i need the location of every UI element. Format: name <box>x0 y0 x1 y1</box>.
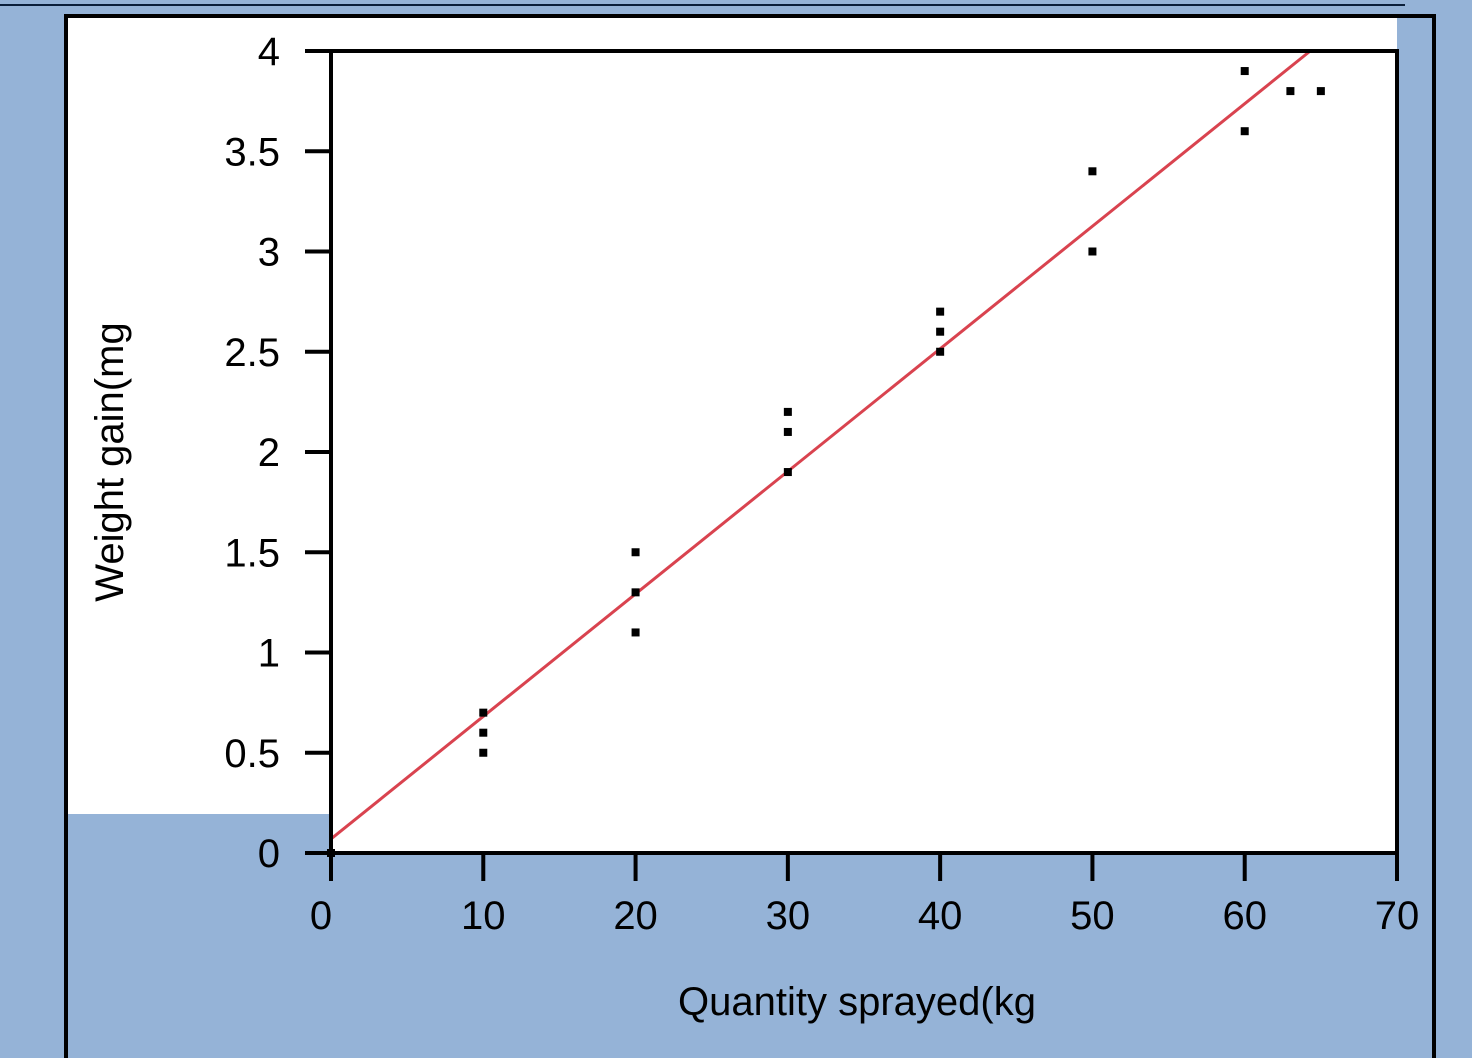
y-tick-label: 3 <box>258 231 280 275</box>
y-tick-label: 1.5 <box>224 531 280 575</box>
y-axis-title: Weight gain(mg <box>88 322 132 601</box>
data-points <box>327 67 1325 857</box>
white-panel-plot <box>331 18 1397 854</box>
x-tick-label: 40 <box>918 894 963 938</box>
data-point <box>479 728 488 737</box>
data-point <box>1088 167 1097 176</box>
x-axis-ticks: 0 10 20 30 40 50 60 70 <box>310 853 1419 938</box>
x-axis-title: Quantity sprayed(kg <box>678 980 1036 1024</box>
x-tick-label: 60 <box>1222 894 1267 938</box>
data-point <box>783 468 792 477</box>
y-tick-label: 2.5 <box>224 331 280 375</box>
y-tick-label: 3.5 <box>224 130 280 174</box>
data-point <box>1240 67 1249 76</box>
data-point <box>1316 87 1325 96</box>
data-point <box>936 327 945 336</box>
data-point <box>783 407 792 416</box>
regression-line <box>330 49 1312 841</box>
top-band <box>0 0 1472 14</box>
y-tick-label: 0.5 <box>224 732 280 776</box>
data-point <box>936 347 945 356</box>
x-tick-label: 0 <box>310 894 332 938</box>
data-point <box>1088 247 1097 256</box>
data-point <box>631 628 640 637</box>
x-tick-label: 30 <box>766 894 811 938</box>
y-tick-label: 2 <box>258 431 280 475</box>
y-tick-label: 0 <box>258 832 280 876</box>
y-axis-ticks: 0 0.5 1 1.5 2 2.5 3 3.5 4 <box>224 30 331 876</box>
x-tick-label: 70 <box>1375 894 1420 938</box>
data-point <box>1286 87 1295 96</box>
data-point <box>479 748 488 757</box>
data-point <box>631 588 640 597</box>
x-tick-label: 50 <box>1070 894 1115 938</box>
x-tick-label: 10 <box>461 894 506 938</box>
x-tick-label: 20 <box>613 894 658 938</box>
data-point <box>1240 127 1249 136</box>
fit-line-layer <box>330 49 1312 841</box>
data-point <box>936 307 945 316</box>
data-point <box>783 427 792 436</box>
y-tick-label: 1 <box>258 632 280 676</box>
y-tick-label: 4 <box>258 30 280 74</box>
data-point <box>479 708 488 717</box>
data-point <box>631 548 640 557</box>
